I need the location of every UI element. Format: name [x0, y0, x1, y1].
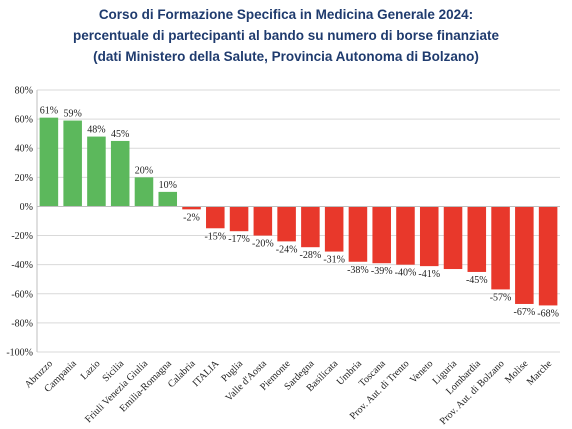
bar: [206, 206, 225, 229]
bar: [348, 206, 368, 262]
y-tick-label: -40%: [11, 260, 33, 271]
y-tick-label: -100%: [6, 348, 33, 359]
bar: [182, 206, 201, 210]
chart-title: Corso di Formazione Specifica in Medicin…: [0, 4, 572, 67]
bar: [324, 206, 344, 252]
data-label: -67%: [514, 307, 536, 318]
bar: [467, 206, 487, 272]
data-label: 45%: [111, 129, 129, 140]
y-tick-label: -80%: [11, 318, 33, 329]
data-label: 20%: [135, 165, 153, 176]
y-tick-label: 80%: [15, 86, 33, 97]
y-tick-label: 0%: [20, 202, 33, 213]
data-label: -24%: [276, 244, 298, 255]
x-tick-label: Lazio: [79, 358, 103, 382]
data-label: -38%: [347, 265, 369, 276]
bar: [134, 177, 154, 207]
bar: [277, 206, 296, 242]
bar: [443, 206, 463, 270]
x-tick-label: Marche: [525, 358, 555, 388]
bar: [253, 206, 273, 236]
y-tick-label: -20%: [11, 231, 33, 242]
bar: [419, 206, 439, 267]
bar: [491, 206, 510, 290]
bar: [538, 206, 558, 306]
bar: [158, 191, 178, 207]
data-label: -68%: [537, 308, 559, 319]
x-tick-label: Veneto: [408, 358, 435, 385]
data-label: -2%: [183, 212, 200, 223]
data-label: -28%: [300, 250, 322, 261]
x-tick-label: ITALIA: [191, 358, 222, 389]
bar: [63, 120, 82, 207]
bar: [110, 140, 130, 207]
data-label: -57%: [490, 292, 512, 303]
bar: [87, 136, 106, 207]
data-label: -41%: [418, 269, 440, 280]
y-tick-label: 20%: [15, 173, 33, 184]
data-label: -39%: [371, 266, 393, 277]
chart-title-line-2: percentuale di partecipanti al bando su …: [72, 28, 500, 43]
bar: [301, 206, 320, 248]
data-label: 48%: [87, 125, 105, 136]
data-label: -31%: [323, 255, 345, 266]
y-tick-label: -60%: [11, 289, 33, 300]
data-label: -40%: [395, 268, 417, 279]
data-label: -15%: [204, 231, 226, 242]
bar: [372, 206, 391, 264]
data-label: -45%: [466, 275, 488, 286]
chart-title-line-1: Corso di Formazione Specifica in Medicin…: [98, 7, 474, 22]
data-label: 59%: [63, 109, 81, 120]
y-tick-label: 60%: [15, 115, 33, 126]
data-label: -20%: [252, 239, 274, 250]
data-label: 10%: [159, 180, 177, 191]
bar: [515, 206, 534, 304]
data-label: -17%: [228, 234, 250, 245]
bar: [396, 206, 415, 265]
bar: [229, 206, 249, 232]
chart-title-line-3: (dati Ministero della Salute, Provincia …: [93, 49, 479, 64]
bar: [39, 117, 59, 207]
data-label: 61%: [40, 106, 58, 117]
y-tick-label: 40%: [15, 144, 33, 155]
